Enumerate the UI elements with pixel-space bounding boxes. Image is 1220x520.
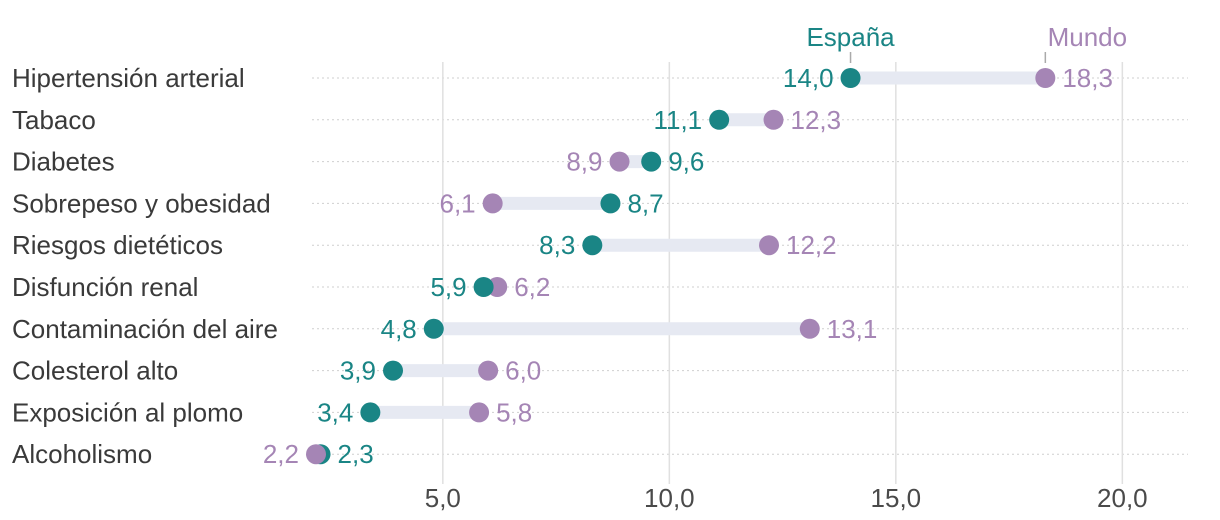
world-dot — [610, 152, 630, 172]
spain-dot — [709, 110, 729, 130]
category-label: Disfunción renal — [12, 272, 198, 302]
world-value-label: 8,9 — [566, 147, 602, 177]
spain-value-label: 11,1 — [653, 105, 702, 135]
x-tick-label: 20,0 — [1097, 483, 1148, 513]
world-dot — [1035, 68, 1055, 88]
world-value-label: 6,0 — [505, 356, 541, 386]
category-label: Alcoholismo — [12, 439, 152, 469]
world-dot — [759, 235, 779, 255]
world-dot — [764, 110, 784, 130]
category-label: Contaminación del aire — [12, 314, 278, 344]
category-label: Sobrepeso y obesidad — [12, 188, 271, 218]
x-tick-label: 10,0 — [644, 483, 695, 513]
world-value-label: 2,2 — [263, 439, 299, 469]
spain-dot — [474, 277, 494, 297]
world-dot — [306, 444, 326, 464]
spain-dot — [360, 402, 380, 422]
category-label: Riesgos dietéticos — [12, 230, 223, 260]
spain-value-label: 14,0 — [783, 63, 834, 93]
world-value-label: 6,2 — [514, 272, 550, 302]
world-dot — [469, 402, 489, 422]
spain-dot — [641, 152, 661, 172]
category-label: Colesterol alto — [12, 356, 178, 386]
spain-value-label: 4,8 — [381, 314, 417, 344]
spain-dot — [424, 319, 444, 339]
x-tick-label: 5,0 — [425, 483, 461, 513]
spain-value-label: 8,7 — [627, 188, 663, 218]
legend-spain: España — [806, 22, 895, 52]
category-label: Exposición al plomo — [12, 397, 243, 427]
spain-value-label: 9,6 — [668, 147, 704, 177]
world-value-label: 18,3 — [1062, 63, 1113, 93]
spain-value-label: 3,4 — [317, 397, 353, 427]
world-value-label: 5,8 — [496, 397, 532, 427]
category-label: Diabetes — [12, 147, 115, 177]
category-label: Tabaco — [12, 105, 96, 135]
dumbbell-chart: 5,0 10,0 15,0 20,0 Hipertensión arterial Taba… — [0, 0, 1220, 520]
category-label: Hipertensión arterial — [12, 63, 245, 93]
world-value-label: 12,3 — [791, 105, 842, 135]
world-dot — [483, 193, 503, 213]
spain-value-label: 2,3 — [338, 439, 374, 469]
world-dot — [478, 361, 498, 381]
world-value-label: 6,1 — [440, 188, 476, 218]
spain-dot — [600, 193, 620, 213]
spain-dot — [383, 361, 403, 381]
spain-dot — [582, 235, 602, 255]
world-value-label: 13,1 — [827, 314, 878, 344]
spain-dot — [841, 68, 861, 88]
legend-world: Mundo — [1048, 22, 1128, 52]
world-dot — [800, 319, 820, 339]
x-tick-label: 15,0 — [871, 483, 922, 513]
spain-value-label: 3,9 — [340, 356, 376, 386]
world-value-label: 12,2 — [786, 230, 837, 260]
spain-value-label: 5,9 — [430, 272, 466, 302]
spain-value-label: 8,3 — [539, 230, 575, 260]
